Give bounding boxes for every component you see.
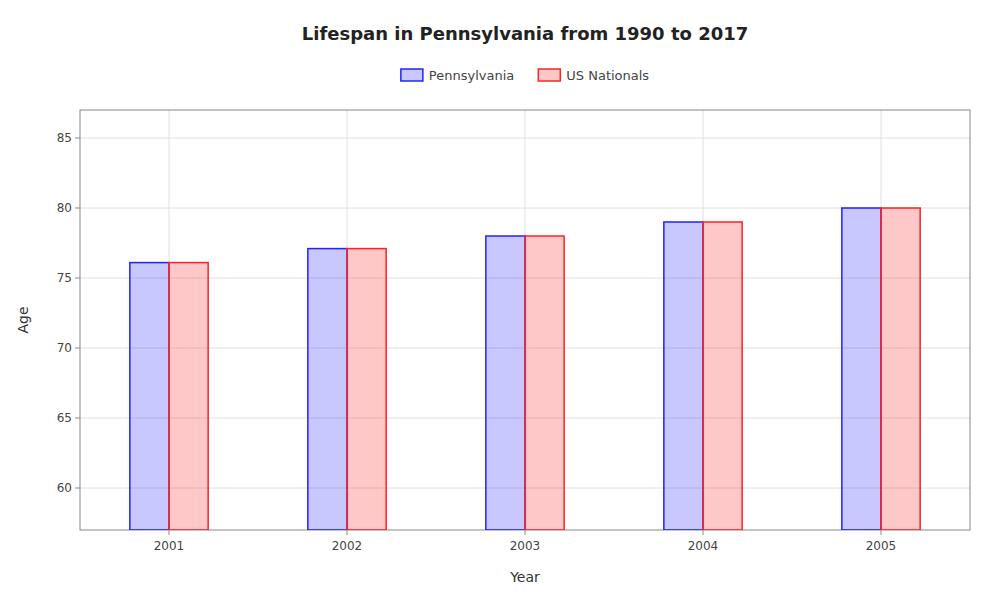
x-tick	[169, 530, 170, 535]
bars	[130, 208, 920, 530]
legend-label: Pennsylvania	[429, 68, 514, 83]
y-tick	[75, 138, 80, 139]
legend-swatch	[401, 69, 423, 81]
x-tick-label: 2001	[154, 539, 185, 553]
x-tick	[881, 530, 882, 535]
y-tick	[75, 278, 80, 279]
bar	[347, 249, 386, 530]
bar	[842, 208, 881, 530]
y-tick-label: 70	[57, 341, 72, 355]
x-tick	[347, 530, 348, 535]
bar	[881, 208, 920, 530]
x-tick-label: 2005	[866, 539, 897, 553]
chart-title: Lifespan in Pennsylvania from 1990 to 20…	[302, 23, 748, 44]
y-tick-label: 75	[57, 271, 72, 285]
y-tick	[75, 488, 80, 489]
bar	[169, 263, 208, 530]
bar	[486, 236, 525, 530]
legend-label: US Nationals	[566, 68, 649, 83]
legend: Pennsylvania US Nationals	[401, 68, 649, 83]
x-tick-label: 2002	[332, 539, 363, 553]
legend-swatch	[538, 69, 560, 81]
bar	[664, 222, 703, 530]
x-tick	[525, 530, 526, 535]
legend-item: Pennsylvania	[401, 68, 514, 83]
y-tick-label: 60	[57, 481, 72, 495]
bar	[130, 263, 169, 530]
bar	[308, 249, 347, 530]
x-tick-label: 2004	[688, 539, 719, 553]
bar	[525, 236, 564, 530]
chart-container: 60 65 70 75 80 85 2001 2002 2003 2004 2005 Year Age L…	[0, 0, 1000, 600]
x-tick	[703, 530, 704, 535]
y-axis-label: Age	[15, 306, 31, 333]
legend-item: US Nationals	[538, 68, 649, 83]
x-tick-label: 2003	[510, 539, 541, 553]
y-tick	[75, 418, 80, 419]
y-tick-label: 65	[57, 411, 72, 425]
chart-svg: 60 65 70 75 80 85 2001 2002 2003 2004 2005 Year Age L…	[0, 0, 1000, 600]
x-axis-label: Year	[509, 569, 540, 585]
axes: 60 65 70 75 80 85 2001 2002 2003 2004 2005	[57, 131, 897, 553]
plot-area	[80, 110, 970, 530]
y-tick	[75, 208, 80, 209]
y-tick	[75, 348, 80, 349]
grid	[80, 110, 970, 530]
y-tick-label: 80	[57, 201, 72, 215]
plot-frame	[80, 110, 970, 530]
y-tick-label: 85	[57, 131, 72, 145]
bar	[703, 222, 742, 530]
